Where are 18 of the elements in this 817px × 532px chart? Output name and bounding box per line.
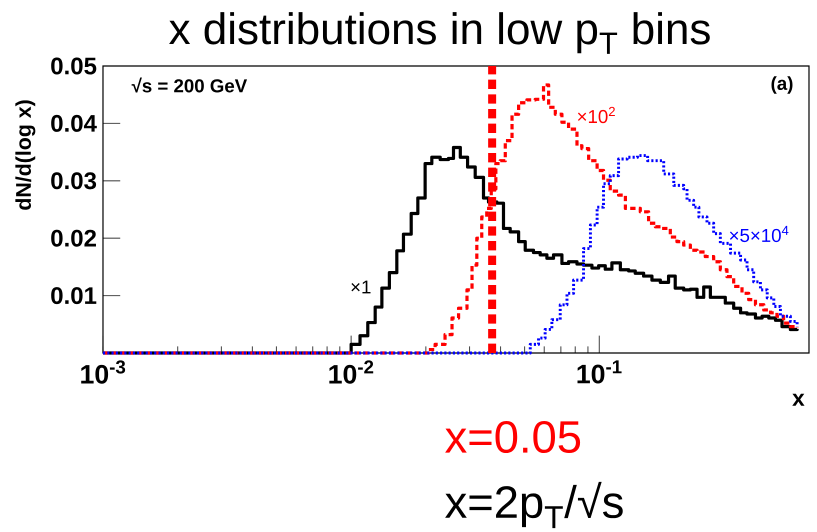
x-axis-title: x bbox=[792, 394, 805, 406]
series-label: ×5×10$^{4}$ bbox=[730, 226, 788, 242]
series-label: ×10$^{2}$ bbox=[578, 106, 615, 124]
series-label: ×1 bbox=[351, 280, 370, 294]
text: x=0.05 bbox=[445, 420, 580, 454]
annotation: √s = 200 GeV bbox=[132, 78, 248, 92]
annotation: (a) bbox=[772, 76, 792, 94]
x-tick-label: 10$^{-1}$ bbox=[578, 360, 622, 384]
x-tick-label: 10$^{-2}$ bbox=[329, 360, 374, 384]
y-tick-label: 0.05 bbox=[51, 57, 96, 74]
x-tick-label: 10$^{-3}$ bbox=[81, 360, 126, 384]
y-tick-label: 0.03 bbox=[51, 172, 96, 190]
y-axis-title: dN/d(log x) bbox=[15, 100, 36, 210]
y-tick-label: 0.04 bbox=[51, 114, 97, 132]
y-tick-label: 0.02 bbox=[51, 230, 96, 247]
y-tick-label: 0.01 bbox=[51, 287, 96, 304]
chart-title: x distributions in low p$_{T}$ bins bbox=[169, 12, 710, 54]
text: x=2p$_{T}$/√s bbox=[445, 482, 623, 528]
